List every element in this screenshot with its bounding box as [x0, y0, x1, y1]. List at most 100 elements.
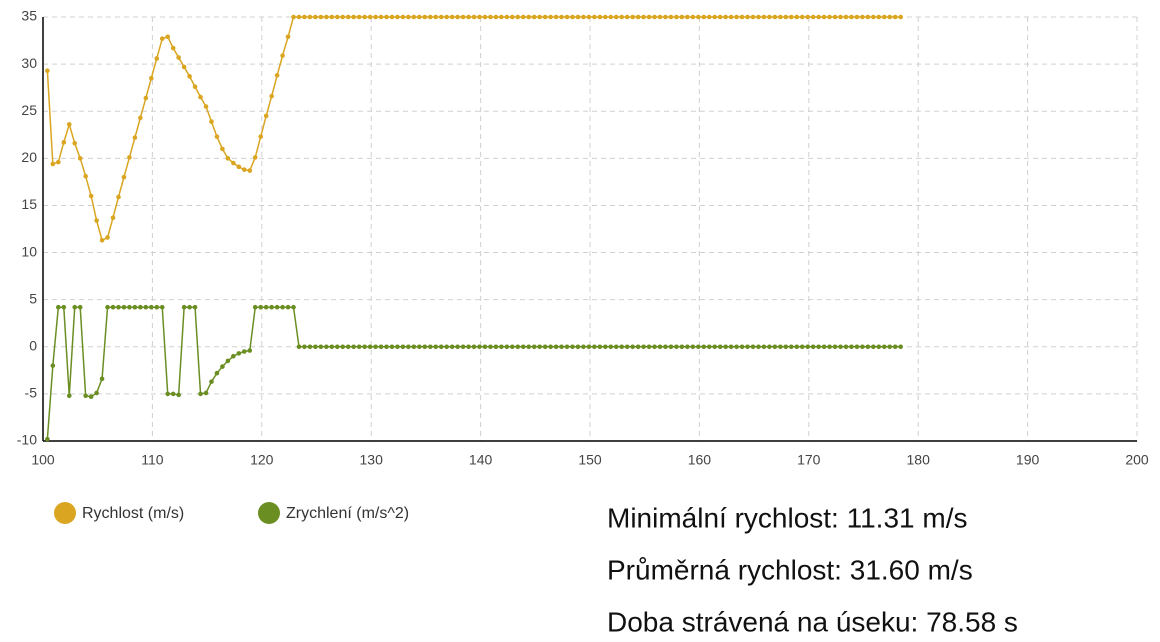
data-point [252, 304, 258, 310]
data-point [285, 304, 291, 310]
data-point [50, 363, 56, 368]
data-point [66, 122, 72, 127]
data-point [816, 344, 821, 350]
data-point [324, 14, 329, 20]
x-tick-label: 130 [360, 452, 384, 468]
data-point [652, 344, 657, 350]
data-point [176, 392, 181, 398]
data-point [788, 344, 794, 350]
data-point [165, 391, 171, 397]
data-point [105, 235, 110, 240]
data-point [717, 14, 723, 20]
data-point [384, 14, 389, 20]
x-tick-label: 170 [797, 452, 821, 468]
data-point [72, 304, 78, 310]
data-point [307, 14, 313, 20]
data-point [121, 304, 127, 310]
data-point [203, 104, 209, 109]
data-point [395, 344, 400, 350]
data-point [865, 14, 871, 20]
data-point [149, 304, 154, 310]
data-point [214, 134, 220, 139]
data-point [274, 73, 280, 78]
data-point [750, 14, 756, 20]
data-point [455, 14, 460, 20]
data-point [477, 344, 482, 350]
data-point [225, 358, 231, 364]
data-point [417, 14, 422, 20]
x-tick-label: 150 [578, 452, 602, 468]
data-point [515, 14, 521, 20]
data-point [280, 53, 285, 58]
data-point [280, 304, 285, 310]
stat-text: Minimální rychlost: 11.31 m/s [607, 502, 968, 533]
data-point [493, 344, 499, 350]
data-point [871, 14, 876, 20]
data-point [313, 14, 318, 20]
data-point [345, 14, 351, 20]
data-point [427, 344, 433, 350]
data-point [794, 14, 800, 20]
data-point [247, 168, 253, 173]
data-point [482, 14, 488, 20]
legend-label: Rychlost (m/s) [82, 505, 184, 522]
data-point [838, 344, 843, 350]
data-point [641, 344, 646, 350]
data-point [143, 304, 149, 310]
data-point [772, 14, 778, 20]
data-point [520, 14, 526, 20]
data-point [624, 14, 630, 20]
data-point [794, 344, 800, 350]
data-point [745, 344, 750, 350]
data-point [187, 74, 192, 79]
data-point [832, 14, 838, 20]
data-point [778, 14, 783, 20]
data-point [296, 14, 302, 20]
data-point [110, 215, 116, 220]
data-point [302, 14, 307, 20]
data-point [510, 14, 515, 20]
data-point [728, 344, 734, 350]
data-point [241, 167, 247, 172]
data-point [674, 344, 679, 350]
legend-marker [258, 502, 280, 524]
data-point [575, 344, 581, 350]
data-point [231, 353, 236, 359]
y-tick-label: -10 [17, 432, 37, 448]
data-point [263, 304, 269, 310]
data-point [887, 344, 893, 350]
data-point [854, 14, 860, 20]
data-point [810, 14, 816, 20]
data-point [635, 14, 641, 20]
data-point [679, 14, 685, 20]
data-point [531, 344, 537, 350]
data-point [805, 14, 811, 20]
data-point [701, 344, 707, 350]
data-point [767, 14, 772, 20]
data-point [597, 14, 603, 20]
data-point [712, 344, 718, 350]
data-point [466, 344, 471, 350]
data-point [881, 14, 887, 20]
data-point [77, 156, 83, 161]
data-point [619, 14, 625, 20]
data-point [203, 390, 209, 396]
data-point [252, 155, 258, 160]
data-point [373, 344, 378, 350]
data-point [865, 344, 871, 350]
data-point [854, 344, 860, 350]
data-point [805, 344, 811, 350]
data-point [422, 344, 428, 350]
data-point [881, 344, 887, 350]
data-point [849, 14, 854, 20]
data-point [592, 14, 597, 20]
x-tick-label: 110 [141, 452, 164, 468]
data-point [324, 344, 329, 350]
data-point [586, 344, 592, 350]
data-point [433, 14, 439, 20]
data-point [499, 344, 504, 350]
legend-marker [54, 502, 76, 524]
data-point [83, 393, 88, 399]
data-point [832, 344, 838, 350]
data-point [690, 344, 696, 350]
